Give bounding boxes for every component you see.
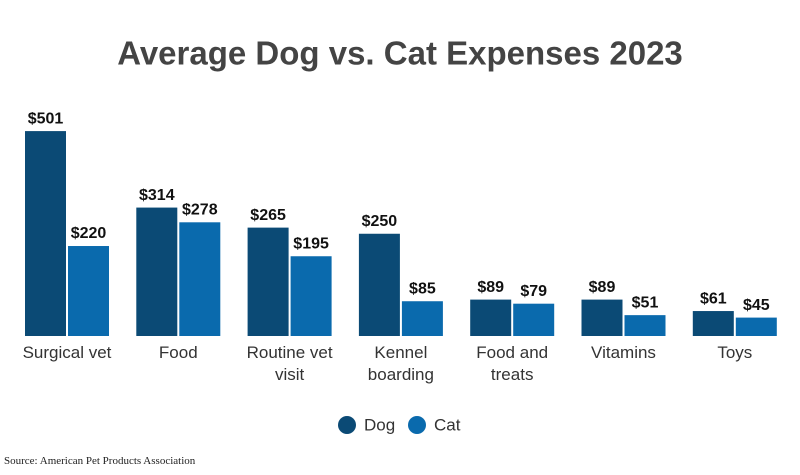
x-tick-label: Toys bbox=[717, 343, 753, 362]
source: Source: American Pet Products Associatio… bbox=[4, 455, 196, 467]
bar bbox=[247, 227, 289, 336]
value-label: $85 bbox=[409, 280, 436, 297]
bar bbox=[25, 131, 66, 336]
legend-marker bbox=[338, 416, 356, 434]
legend-label: Dog bbox=[364, 415, 395, 434]
value-label: $250 bbox=[362, 213, 398, 230]
bar bbox=[470, 299, 512, 336]
value-label: $220 bbox=[71, 225, 107, 242]
bar bbox=[290, 256, 332, 336]
x-tick-label: Surgical vet bbox=[22, 343, 112, 362]
value-label: $501 bbox=[28, 110, 64, 127]
legend-marker bbox=[408, 416, 426, 434]
value-label: $79 bbox=[520, 283, 547, 300]
bar bbox=[735, 317, 777, 336]
value-label: $51 bbox=[632, 294, 659, 311]
value-label: $89 bbox=[589, 279, 616, 296]
value-label: $89 bbox=[477, 279, 504, 296]
value-label: $61 bbox=[700, 290, 727, 307]
x-tick-label: Food bbox=[158, 343, 198, 362]
x-tick-label: Kennel boarding bbox=[367, 343, 434, 384]
value-label: $278 bbox=[182, 202, 218, 219]
bar bbox=[136, 207, 178, 336]
value-label: $45 bbox=[743, 297, 770, 314]
bar bbox=[68, 246, 109, 336]
x-tick-label: Routine vet visit bbox=[246, 343, 333, 384]
bar bbox=[179, 222, 221, 336]
chart-title: Average Dog vs. Cat Expenses 2023 bbox=[117, 35, 683, 72]
x-tick-label: Vitamins bbox=[591, 343, 656, 362]
bar bbox=[513, 303, 555, 336]
bar bbox=[624, 315, 666, 336]
value-label: $314 bbox=[139, 187, 175, 204]
value-label: $265 bbox=[250, 207, 286, 224]
legend-label: Cat bbox=[434, 415, 461, 434]
bar bbox=[581, 299, 623, 336]
bar bbox=[401, 301, 443, 336]
x-tick-label: Food and treats bbox=[476, 343, 549, 384]
bar bbox=[692, 311, 734, 336]
value-label: $195 bbox=[293, 235, 329, 252]
bar bbox=[358, 233, 400, 336]
